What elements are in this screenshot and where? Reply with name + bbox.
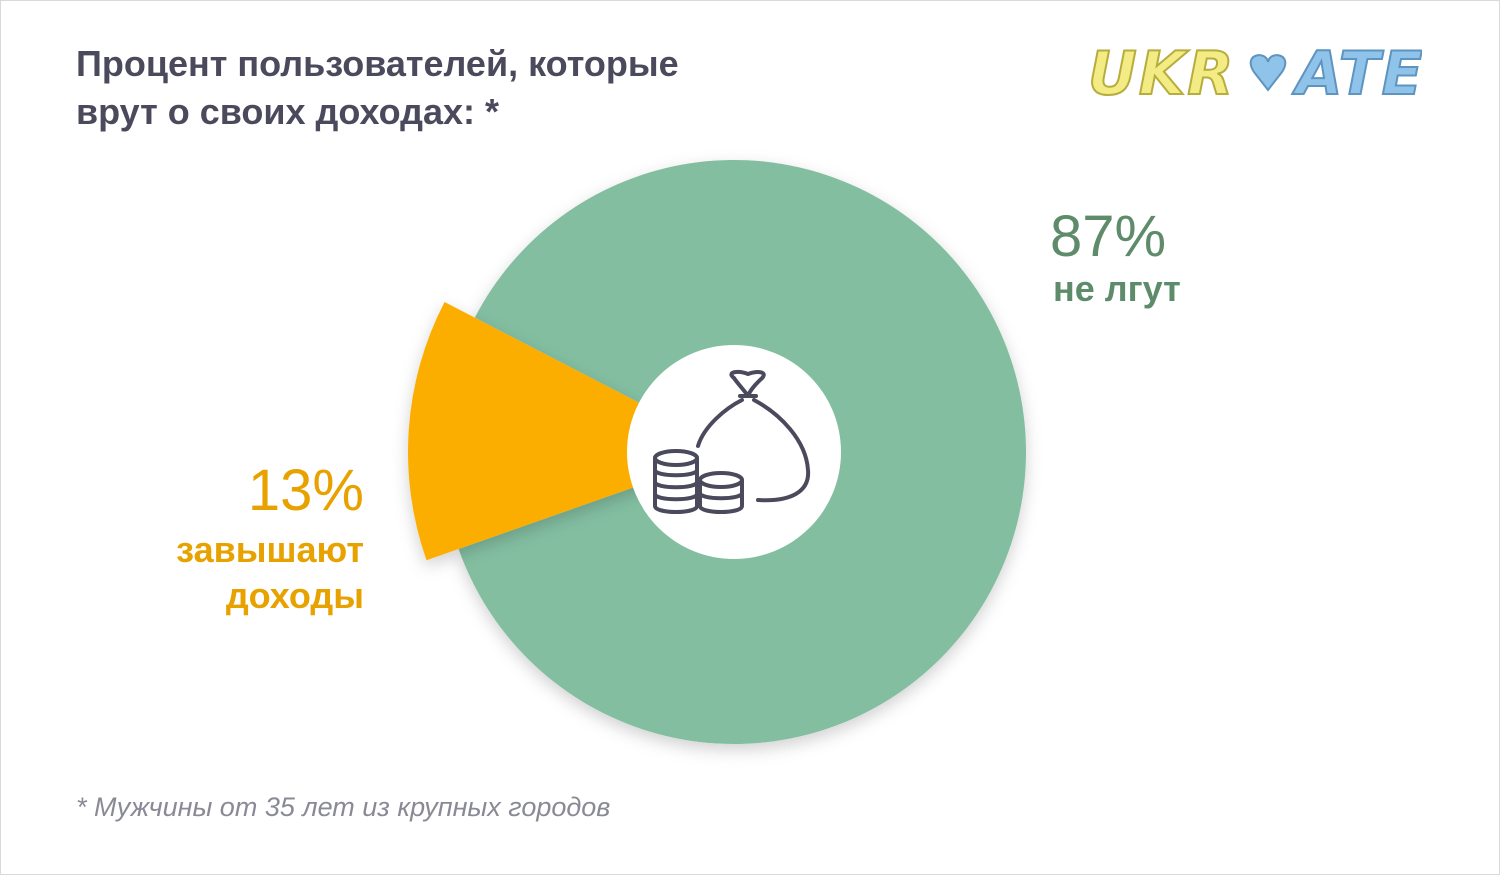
pie-slice-orange <box>407 301 734 561</box>
chart-title-line-2: врут о своих доходах: * <box>76 91 500 132</box>
logo-text-ate: ATE <box>1292 39 1422 109</box>
logo-text-ukr: UKR <box>1088 39 1235 109</box>
chart-title: Процент пользователей, которые врут о св… <box>76 40 836 136</box>
donut-hole <box>627 345 841 559</box>
heart-icon <box>1249 54 1287 92</box>
slice-desc-label-green: не лгут <box>1053 268 1181 309</box>
footnote: * Мужчины от 35 лет из крупных городов <box>76 792 611 822</box>
slice-desc-label-orange-line-1: завышают <box>176 529 364 570</box>
slice-pct-label-green: 87% <box>1050 204 1167 269</box>
ukrdate-logo: UKR ATE <box>1087 38 1422 110</box>
money-bag-coins-icon <box>653 369 811 514</box>
slice-desc-label-orange-line-2: доходы <box>225 575 364 616</box>
slice-desc-label-orange: завышают доходы <box>64 527 364 619</box>
slice-pct-label-orange: 13% <box>247 458 364 523</box>
chart-title-line-1: Процент пользователей, которые <box>76 43 679 84</box>
